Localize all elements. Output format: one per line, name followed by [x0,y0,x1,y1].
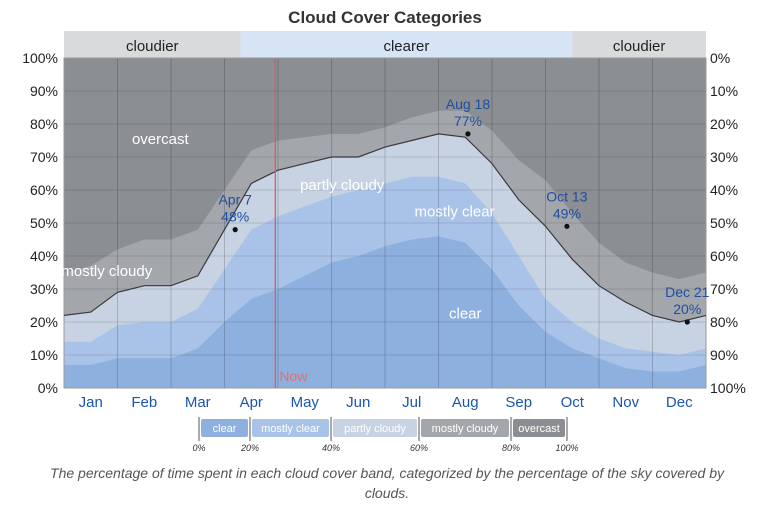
region-labels: overcast mostly cloudy partly cloudy mostly… [61,131,494,323]
legend-label-clear: clear [213,423,237,435]
legend-swatch-mostly-cloudy [421,419,509,437]
top-band-0 [64,31,241,58]
annotation-dot-1 [465,131,471,137]
y-left-tick-4: 40% [30,248,58,264]
plot-border [63,57,707,389]
legend-swatch-overcast [513,419,565,437]
annotation-date-3: Dec 21 [665,284,710,300]
cloud-cover-chart: Cloud Cover Categories cloudier clearer cl… [22,8,746,453]
annotation-value-2: 49% [553,205,581,221]
y-right-tick-1: 90% [710,347,738,363]
annotation-date-0: Apr 7 [218,192,252,208]
month-label-dec: Dec [666,394,693,411]
top-bands: cloudier clearer cloudier [64,31,706,58]
axes: 0% 10% 20% 30% 40% 50% 60% 70% 80% 90% 100% 100% 90%… [22,50,746,411]
y-right-tick-3: 70% [710,281,738,297]
area-series [64,58,706,389]
legend: clear mostly clear partly cloudy mostly clo… [192,417,579,453]
y-left-tick-7: 70% [30,149,58,165]
y-left-tick-2: 20% [30,314,58,330]
month-label-aug: Aug [452,394,479,411]
month-label-jun: Jun [346,394,370,411]
top-band-label-1: clearer [383,38,429,55]
annotation-dot-2 [564,223,570,229]
month-label-mar: Mar [185,394,211,411]
legend-swatch-partly-cloudy [333,419,417,437]
now-label: Now [279,368,308,384]
y-right-tick-5: 50% [710,215,738,231]
area-clear [64,236,706,388]
month-label-may: May [291,394,320,411]
region-label-overcast: overcast [132,131,190,148]
annotation-value-3: 20% [673,301,701,317]
legend-label-partly-cloudy: partly cloudy [344,423,406,435]
y-right-tick-0: 100% [710,380,746,396]
annotation-value-0: 48% [221,209,249,225]
region-label-partly-cloudy: partly cloudy [300,177,385,194]
legend-tick-3: 60% [410,443,428,453]
annotation-value-1: 77% [454,113,482,129]
grid [63,57,707,389]
legend-label-overcast: overcast [518,423,560,435]
y-right-tick-7: 30% [710,149,738,165]
top-band-2 [572,31,706,58]
y-right-tick-8: 20% [710,116,738,132]
y-left-tick-8: 80% [30,116,58,132]
y-right-tick-6: 40% [710,182,738,198]
month-label-jan: Jan [79,394,103,411]
y-left-tick-6: 60% [30,182,58,198]
y-left-tick-5: 50% [30,215,58,231]
month-label-oct: Oct [561,394,585,411]
legend-tick-2: 40% [322,443,340,453]
legend-tick-5: 100% [555,443,578,453]
annotation-date-2: Oct 13 [546,188,587,204]
top-band-label-2: cloudier [613,38,666,55]
annotation-dot-3 [684,319,690,325]
now-marker: Now [274,58,308,388]
month-label-feb: Feb [131,394,157,411]
top-band-label-0: cloudier [126,38,179,55]
y-left-tick-10: 100% [22,50,58,66]
y-left-tick-3: 30% [30,281,58,297]
month-label-jul: Jul [402,394,421,411]
legend-tick-1: 20% [240,443,259,453]
month-label-nov: Nov [612,394,639,411]
region-label-mostly-cloudy: mostly cloudy [61,263,152,280]
legend-swatch-mostly-clear [252,419,329,437]
legend-swatch-clear [201,419,248,437]
chart-title: Cloud Cover Categories [288,8,482,27]
chart-caption: The percentage of time spent in each clo… [50,465,724,501]
legend-tick-0: 0% [192,443,205,453]
top-band-1 [240,31,573,58]
legend-tick-4: 80% [502,443,520,453]
y-right-tick-9: 10% [710,83,738,99]
y-left-tick-9: 90% [30,83,58,99]
y-right-tick-10: 0% [710,50,730,66]
month-label-apr: Apr [240,394,263,411]
month-label-sep: Sep [505,394,532,411]
y-right-tick-2: 80% [710,314,738,330]
region-label-mostly-clear: mostly clear [415,203,495,220]
region-label-clear: clear [449,306,482,323]
y-left-tick-0: 0% [38,380,58,396]
cloudy-boundary-line [63,133,707,323]
legend-label-mostly-cloudy: mostly cloudy [432,423,499,435]
y-left-tick-1: 10% [30,347,58,363]
annotation-dot-0 [232,227,238,233]
cloudy-line [63,133,707,323]
y-right-tick-4: 60% [710,248,738,264]
annotation-date-1: Aug 18 [446,96,491,112]
legend-label-mostly-clear: mostly clear [261,423,320,435]
